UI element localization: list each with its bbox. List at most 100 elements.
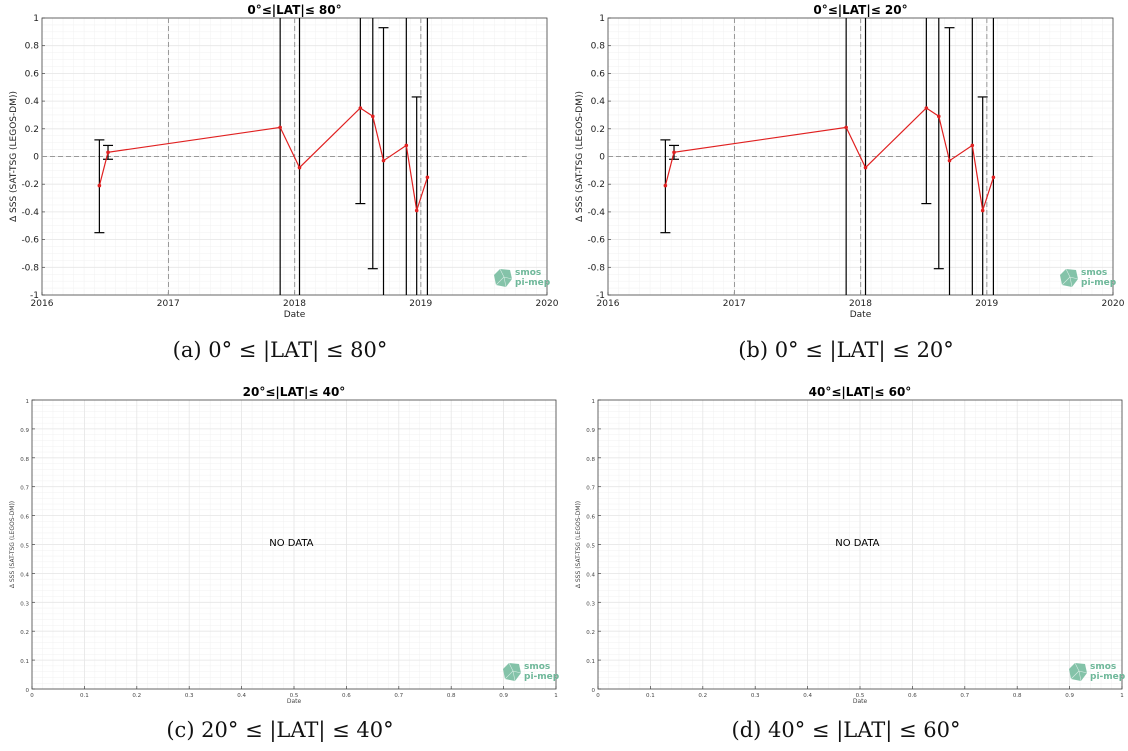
y-axis-label: Δ SSS (SAT-TSG (LEGOS-DM)) xyxy=(575,501,582,588)
x-tick-label: 2020 xyxy=(536,299,559,309)
data-point xyxy=(358,106,363,110)
y-tick-label: 0.6 xyxy=(25,69,40,79)
y-tick-label: 0.1 xyxy=(20,659,29,665)
x-tick-label: 0.5 xyxy=(856,693,865,699)
y-tick-label: 0.6 xyxy=(20,515,29,521)
y-tick-label: -0.2 xyxy=(587,180,605,190)
caption-b: (b) 0° ≤ |LAT| ≤ 20° xyxy=(738,338,954,362)
data-point xyxy=(936,114,941,119)
y-tick-label: 0.2 xyxy=(20,630,29,636)
logo-text-smos: smos xyxy=(524,662,550,672)
chart-panel-b: 2016 2017 2018 2019 2020 -1 -0.8 -0.6 -0.4 -0.2 0 0… xyxy=(566,0,1126,330)
data-point xyxy=(663,183,668,188)
logo-text-smos: smos xyxy=(1090,662,1116,672)
y-tick-label: 0.2 xyxy=(586,630,595,636)
y-axis-label: Δ SSS (SAT-TSG (LEGOS-DM)) xyxy=(9,501,16,588)
x-tick-label: 0 xyxy=(30,693,34,699)
data-point xyxy=(425,175,430,180)
data-point xyxy=(947,158,952,163)
x-axis-label: Date xyxy=(284,310,306,320)
caption-d: (d) 40° ≤ |LAT| ≤ 60° xyxy=(731,718,961,742)
y-axis-label: Δ SSS (SAT-TSG (LEGOS-DM)) xyxy=(575,91,585,222)
data-point xyxy=(970,143,975,148)
y-tick-label: 0.6 xyxy=(586,515,595,521)
data-point xyxy=(297,165,302,170)
chart-panel-a: 2016 2017 2018 2019 2020 -1 -0.8 -0.6 -0.4 -0.2 0 0… xyxy=(0,0,560,330)
chart-c: 0 0.1 0.2 0.3 0.4 0.5 0.6 0.7 0.8 0.9 1 0 0.1 0.2 0.3 0… xyxy=(9,385,560,705)
data-point xyxy=(106,150,110,155)
y-tick-label: 0.7 xyxy=(586,486,595,492)
y-tick-label: 0.6 xyxy=(591,69,606,79)
logo-facets xyxy=(495,268,513,288)
logo-text-smos: smos xyxy=(1081,268,1107,278)
x-tick-label: 2017 xyxy=(157,299,180,309)
x-tick-label: 0.8 xyxy=(1013,693,1022,699)
series-line xyxy=(98,107,428,211)
x-tick-label: 2019 xyxy=(975,299,998,309)
y-tick-label: 0.5 xyxy=(586,544,595,550)
chart-title: 0°≤|LAT|≤ 20° xyxy=(813,3,907,17)
x-tick-label: 2018 xyxy=(283,299,306,309)
x-tick-label: 0.5 xyxy=(290,693,299,699)
chart-a: 2016 2017 2018 2019 2020 -1 -0.8 -0.6 -0.4 -0.2 0 0… xyxy=(9,3,559,320)
x-tick-label: 2017 xyxy=(723,299,746,309)
x-tick-label: 0.9 xyxy=(1065,693,1074,699)
x-tick-label: 1 xyxy=(1120,693,1124,699)
chart-panel-c: 0 0.1 0.2 0.3 0.4 0.5 0.6 0.7 0.8 0.9 1 0 0.1 0.2 0.3 0… xyxy=(0,380,560,705)
y-tick-label: -0.4 xyxy=(587,208,605,218)
x-tick-label: 0.6 xyxy=(342,693,351,699)
x-tick-label: 0.2 xyxy=(132,693,141,699)
no-data-label: NO DATA xyxy=(835,538,879,549)
y-tick-label: -1 xyxy=(596,291,605,301)
grid xyxy=(597,399,1123,690)
logo-text-pimep: pi-mep xyxy=(1081,278,1117,288)
y-tick-label: -0.6 xyxy=(21,236,39,246)
y-tick-label: 0 xyxy=(26,688,30,694)
logo-facets xyxy=(1061,268,1079,288)
x-tick-label: 0 xyxy=(596,693,600,699)
x-tick-label: 0.2 xyxy=(698,693,707,699)
y-tick-label: 0.4 xyxy=(20,572,29,578)
x-tick-label: 0.1 xyxy=(646,693,655,699)
caption-a: (a) 0° ≤ |LAT| ≤ 80° xyxy=(172,338,388,362)
logo-text-pimep: pi-mep xyxy=(515,278,551,288)
chart-panel-d: 0 0.1 0.2 0.3 0.4 0.5 0.6 0.7 0.8 0.9 1 0 0.1 0.2 0.3 0… xyxy=(566,380,1126,705)
x-tick-label: 1 xyxy=(554,693,558,699)
y-tick-label: 1 xyxy=(599,14,605,24)
x-tick-label: 0.7 xyxy=(394,693,403,699)
y-tick-label: 0.5 xyxy=(20,544,29,550)
x-tick-label: 0.1 xyxy=(80,693,89,699)
y-tick-label: -0.2 xyxy=(21,180,39,190)
chart-title: 40°≤|LAT|≤ 60° xyxy=(809,385,912,399)
data-point xyxy=(278,125,282,130)
y-tick-label: 0.9 xyxy=(586,428,595,434)
x-tick-label: 2016 xyxy=(597,299,620,309)
y-tick-label: 0.3 xyxy=(586,601,595,607)
x-tick-label: 0.7 xyxy=(960,693,969,699)
y-tick-label: -0.8 xyxy=(21,263,39,273)
y-tick-label: -0.8 xyxy=(587,263,605,273)
x-tick-label: 2020 xyxy=(1102,299,1125,309)
chart-title: 20°≤|LAT|≤ 40° xyxy=(243,385,346,399)
logo-facets xyxy=(504,662,522,682)
y-tick-label: -0.6 xyxy=(587,236,605,246)
x-tick-label: 0.4 xyxy=(237,693,246,699)
data-point xyxy=(381,158,386,163)
y-axis-label: Δ SSS (SAT-TSG (LEGOS-DM)) xyxy=(9,91,19,222)
x-axis-label: Date xyxy=(287,698,302,705)
x-axis-label: Date xyxy=(853,698,868,705)
x-tick-label: 0.4 xyxy=(803,693,812,699)
data-point xyxy=(844,125,848,130)
y-tick-label: 0.8 xyxy=(20,457,29,463)
chart-b: 2016 2017 2018 2019 2020 -1 -0.8 -0.6 -0.4 -0.2 0 0… xyxy=(575,3,1125,320)
no-data-label: NO DATA xyxy=(269,538,313,549)
y-tick-label: 0.4 xyxy=(586,572,595,578)
data-point xyxy=(863,165,868,170)
x-tick-label: 0.3 xyxy=(751,693,760,699)
data-point xyxy=(672,150,676,155)
x-tick-label: 2016 xyxy=(31,299,54,309)
data-point xyxy=(370,114,375,119)
